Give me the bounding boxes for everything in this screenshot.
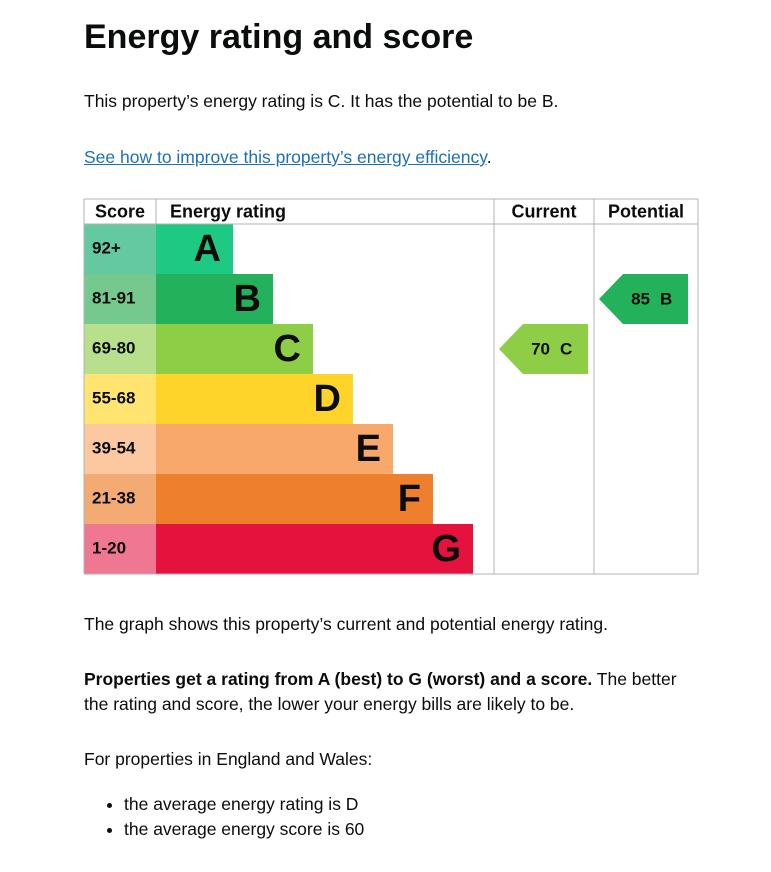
score-cell: [84, 424, 156, 474]
score-cell: [84, 474, 156, 524]
graph-note: The graph shows this property’s current …: [84, 614, 609, 634]
rating-letter: G: [431, 528, 461, 570]
score-cell: [84, 374, 156, 424]
average-item: the average energy rating is D: [124, 792, 699, 817]
rating-bar: [156, 224, 233, 274]
rating-bar: [156, 424, 393, 474]
score-label: 92+: [92, 238, 121, 257]
score-cell: [84, 224, 156, 274]
intro: This property’s energy rating is C. It h…: [84, 91, 559, 111]
current-arrow: [499, 324, 588, 374]
score-label: 69-80: [92, 338, 135, 357]
rating-bar: [156, 324, 313, 374]
rating-para: Properties get a rating from A (best) to…: [84, 667, 699, 717]
score-label: 1-20: [92, 538, 126, 557]
column-header: Energy rating: [170, 201, 286, 221]
rating-bar: [156, 374, 353, 424]
score-label: 39-54: [92, 438, 136, 457]
score-cell: [84, 324, 156, 374]
link-after: .: [486, 147, 492, 167]
rating-letter: A: [194, 228, 221, 270]
rating-bold: Properties get a rating from A (best) to…: [84, 669, 593, 689]
score-cell: [84, 274, 156, 324]
score-label: 81-91: [92, 288, 135, 307]
rating-letter: C: [274, 328, 301, 370]
rating-bar: [156, 474, 433, 524]
rating-letter: D: [314, 378, 341, 420]
region-intro: For properties in England and Wales:: [84, 749, 373, 769]
rating-chart: Score Energy rating Current Potential 92+ A 81…: [83, 198, 699, 575]
rating-bar: [156, 274, 273, 324]
link-line: See how to improve this property’s energ…: [84, 145, 699, 170]
rating-bar: [156, 524, 473, 574]
rating-letter: B: [234, 278, 261, 320]
column-header: Score: [95, 201, 145, 221]
title: Energy rating and score: [84, 18, 474, 56]
current-letter: C: [560, 339, 572, 358]
average-item: the average energy score is 60: [124, 817, 699, 842]
rating-letter: F: [398, 478, 421, 520]
column-header: Current: [511, 201, 576, 221]
improve-link[interactable]: See how to improve this property’s energ…: [84, 147, 487, 167]
current-score: 70: [531, 339, 550, 358]
rating-rest: The better the rating and score, the low…: [84, 669, 677, 714]
score-label: 21-38: [92, 488, 135, 507]
potential-arrow: [599, 274, 688, 324]
potential-letter: B: [660, 289, 672, 308]
score-cell: [84, 524, 156, 574]
potential-score: 85: [631, 289, 650, 308]
column-header: Potential: [608, 201, 684, 221]
rating-letter: E: [356, 428, 381, 470]
score-label: 55-68: [92, 388, 135, 407]
averages-list: the average energy rating is D the avera…: [84, 792, 699, 842]
